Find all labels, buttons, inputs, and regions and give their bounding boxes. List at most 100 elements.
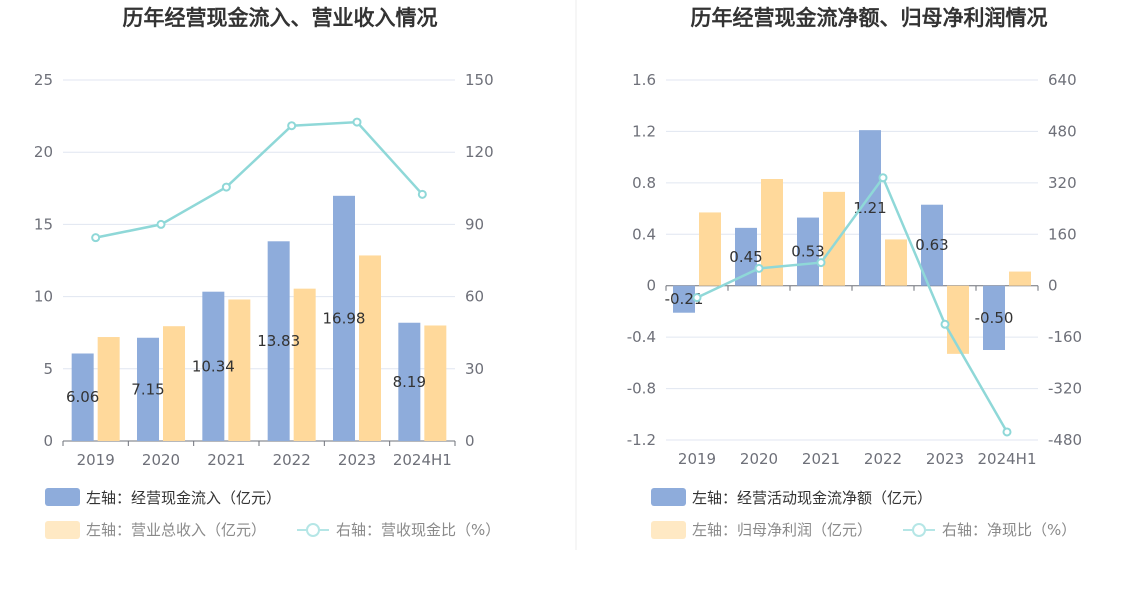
bar-data-label: 0.63 (915, 236, 948, 254)
y-right-tick-label: 0 (465, 432, 475, 450)
bar-secondary (228, 299, 251, 441)
bar-secondary (699, 212, 721, 286)
legend-label-cash-inflow: 左轴：经营现金流入（亿元） (86, 489, 281, 507)
bar-primary (983, 285, 1005, 350)
line-point (91, 233, 101, 243)
y-left-tick-label: 1.6 (632, 71, 656, 89)
chart-1-legend: 左轴：经营现金流入（亿元） 左轴：营业总收入（亿元） 右轴：营收现金比（%） (45, 488, 500, 539)
x-tick-label: 2020 (142, 451, 180, 469)
legend-item-revenue-cash-ratio[interactable]: 右轴：营收现金比（%） (297, 521, 500, 539)
x-tick-label: 2019 (678, 450, 716, 468)
y-left-tick-label: -0.8 (627, 380, 656, 398)
bar-secondary (424, 325, 447, 441)
legend-swatch-blue (651, 488, 686, 506)
bar-secondary (293, 288, 316, 441)
bar-data-label: 13.83 (257, 332, 300, 350)
bar-secondary (163, 326, 185, 441)
bar-data-label: -0.50 (975, 309, 1014, 327)
line-point (352, 117, 362, 127)
bar-data-label: 0.53 (791, 243, 824, 261)
bar-data-label: 6.06 (66, 388, 99, 406)
y-right-tick-label: 320 (1048, 174, 1077, 192)
y-left-tick-label: 5 (43, 360, 53, 378)
line-point (878, 173, 888, 183)
line-point (816, 258, 826, 268)
y-right-tick-label: 480 (1048, 122, 1077, 140)
legend-item-cash-inflow[interactable]: 左轴：经营现金流入（亿元） (45, 488, 281, 507)
line-point (156, 219, 166, 229)
legend-swatch-blue (45, 488, 80, 506)
legend-label-net-cash-ratio: 右轴：净现比（%） (942, 521, 1076, 539)
bar-data-label: 10.34 (192, 357, 235, 375)
y-left-tick-label: 20 (34, 143, 53, 161)
legend-label-revenue: 左轴：营业总收入（亿元） (86, 521, 266, 539)
bar-primary (333, 195, 355, 441)
bar-primary (267, 241, 290, 441)
line-point (287, 121, 297, 131)
line-point (221, 182, 231, 192)
bar-data-label: 7.15 (131, 380, 164, 398)
legend-item-revenue[interactable]: 左轴：营业总收入（亿元） (45, 521, 266, 539)
x-tick-label: 2023 (926, 450, 964, 468)
legend-item-net-cash-ratio[interactable]: 右轴：净现比（%） (903, 521, 1076, 539)
line-point (754, 263, 764, 273)
chart-1-title: 历年经营现金流入、营业收入情况 (123, 6, 438, 30)
bar-secondary (947, 285, 969, 354)
y-left-tick-label: 10 (34, 288, 53, 306)
legend-swatch-yellow (45, 521, 80, 539)
x-tick-label: 2019 (77, 451, 115, 469)
y-right-tick-label: 0 (1048, 277, 1058, 295)
bar-primary (71, 353, 94, 441)
chart-2-legend: 左轴：经营活动现金流净额（亿元） 左轴：归母净利润（亿元） 右轴：净现比（%） (651, 488, 1076, 539)
legend-label-net-profit: 左轴：归母净利润（亿元） (692, 521, 872, 539)
y-left-tick-label: 15 (34, 215, 53, 233)
y-right-tick-label: 150 (465, 71, 494, 89)
bar-primary (673, 285, 695, 313)
y-left-tick-label: 0.4 (632, 225, 656, 243)
legend-swatch-yellow (651, 521, 686, 539)
legend-item-operating-cash-net[interactable]: 左轴：经营活动现金流净额（亿元） (651, 488, 932, 507)
legend-label-revenue-cash-ratio: 右轴：营收现金比（%） (336, 521, 500, 539)
y-left-tick-label: -1.2 (627, 431, 656, 449)
chart-2-plot: -1.2 -480 -0.8 -320 -0.4 -160 0 0 0.4 160 0.8 320 1.… (627, 71, 1082, 468)
x-tick-label: 2022 (864, 450, 902, 468)
legend-circle-icon (912, 523, 926, 537)
y-right-tick-label: 120 (465, 143, 494, 161)
x-tick-label: 2022 (273, 451, 311, 469)
y-left-tick-label: 0 (646, 277, 656, 295)
bar-primary (859, 130, 881, 286)
y-right-tick-label: -320 (1048, 380, 1082, 398)
line-point (417, 189, 427, 199)
x-tick-label: 2024H1 (978, 450, 1037, 468)
y-right-tick-label: -160 (1048, 328, 1082, 346)
x-tick-label: 2020 (740, 450, 778, 468)
legend-circle-icon (306, 523, 320, 537)
bar-secondary (823, 191, 845, 286)
y-right-tick-label: -480 (1048, 431, 1082, 449)
bar-data-label: 1.21 (853, 199, 886, 217)
bar-primary (137, 337, 159, 441)
y-left-tick-label: 25 (34, 71, 53, 89)
line-series (696, 175, 1009, 433)
legend-item-net-profit[interactable]: 左轴：归母净利润（亿元） (651, 521, 872, 539)
y-right-tick-label: 160 (1048, 225, 1077, 243)
bar-primary (202, 291, 225, 441)
bar-data-label: 8.19 (393, 373, 426, 391)
x-tick-label: 2021 (207, 451, 245, 469)
x-tick-label: 2024H1 (393, 451, 452, 469)
y-right-tick-label: 640 (1048, 71, 1077, 89)
y-left-tick-label: -0.4 (627, 328, 656, 346)
line-series (95, 120, 424, 239)
bar-secondary (885, 239, 907, 286)
bar-data-label: 16.98 (323, 309, 366, 327)
bar-secondary (1009, 271, 1031, 286)
bar-primary (398, 322, 421, 441)
line-point (940, 319, 950, 329)
bar-secondary (97, 337, 120, 441)
y-right-tick-label: 30 (465, 360, 484, 378)
y-left-tick-label: 0 (43, 432, 53, 450)
y-right-tick-label: 60 (465, 288, 484, 306)
line-point (1002, 427, 1012, 437)
line-point (692, 293, 702, 303)
